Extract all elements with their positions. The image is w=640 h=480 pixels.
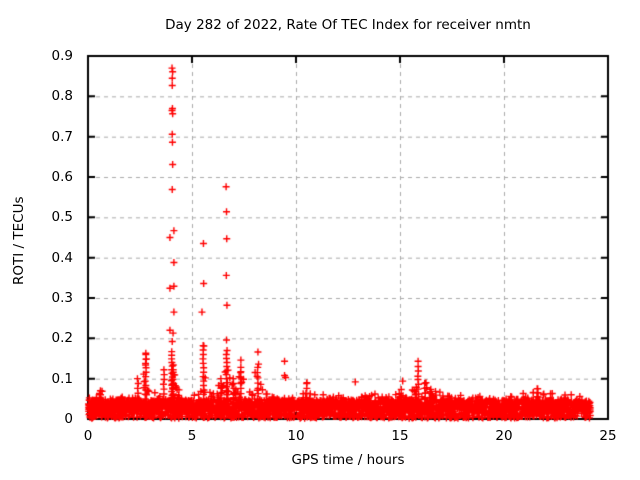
x-tick-label: 5: [187, 428, 197, 444]
y-tick-label: 0.5: [51, 209, 73, 226]
y-tick-label: 0.3: [51, 290, 73, 306]
y-tick-label: 0.7: [51, 128, 73, 145]
x-tick-label: 10: [287, 428, 305, 444]
y-tick-label: 0: [64, 411, 73, 427]
y-tick-label: 0.4: [51, 249, 73, 266]
y-tick-label: 0.8: [51, 88, 73, 105]
chart-title: Day 282 of 2022, Rate Of TEC Index for r…: [165, 17, 531, 33]
y-tick-label: 0.2: [51, 330, 73, 347]
y-tick-label: 0.6: [51, 169, 73, 185]
y-tick-label: 0.9: [51, 48, 73, 64]
y-tick-label: 0.1: [51, 370, 73, 387]
x-tick-label: 15: [391, 428, 409, 444]
x-tick-label: 0: [83, 428, 93, 444]
x-axis-label: GPS time / hours: [291, 452, 405, 468]
x-tick-label: 20: [495, 428, 513, 444]
x-tick-label: 25: [599, 428, 617, 444]
